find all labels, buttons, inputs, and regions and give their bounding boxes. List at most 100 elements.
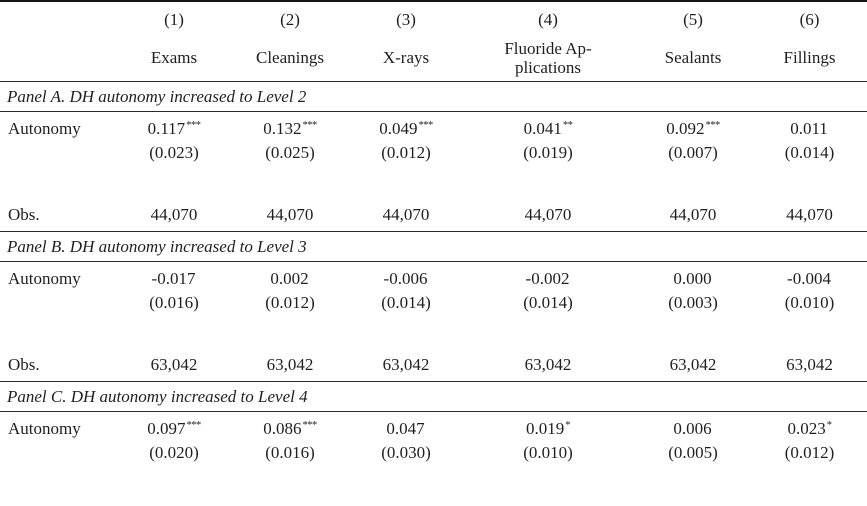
header-spacer	[0, 34, 118, 82]
coef-cell: -0.004	[787, 268, 831, 288]
panel-b-obs-row: Obs. 63,042 63,042 63,042 63,042 63,042 …	[0, 344, 867, 382]
coef-cell: -0.017	[151, 268, 196, 288]
panel-a-heading-row: Panel A. DH autonomy increased to Level …	[0, 81, 867, 112]
col-name-fillings: Fillings	[783, 48, 836, 67]
significance-stars: ***	[418, 119, 434, 131]
col-name-cleanings: Cleanings	[256, 48, 324, 67]
se-cell: (0.014)	[381, 293, 431, 312]
se-cell: (0.020)	[149, 443, 199, 462]
col-name-fluoride: Fluoride Ap-plications	[462, 34, 634, 82]
col-number-4: (4)	[538, 9, 558, 29]
row-label-autonomy: Autonomy	[8, 118, 81, 138]
se-cell: (0.003)	[668, 293, 718, 312]
obs-cell: 44,070	[382, 205, 430, 224]
panel-b-blank-row	[0, 320, 867, 344]
col-name-fluoride-line2: plications	[514, 57, 582, 77]
panel-a-blank-row	[0, 170, 867, 194]
row-label-autonomy: Autonomy	[8, 268, 81, 288]
coef-cell: 0.011	[790, 118, 828, 138]
col-number-2: (2)	[280, 9, 300, 29]
blank-cell	[0, 320, 867, 344]
header-name-row: Exams Cleanings X-rays Fluoride Ap-plica…	[0, 34, 867, 82]
se-cell: (0.012)	[265, 293, 315, 312]
panel-c-heading-row: Panel C. DH autonomy increased to Level …	[0, 381, 867, 412]
coef-cell: 0.086***	[263, 418, 318, 438]
panel-b-heading-row: Panel B. DH autonomy increased to Level …	[0, 231, 867, 262]
coef-cell: 0.047	[386, 418, 425, 438]
header-spacer	[0, 1, 118, 34]
obs-cell: 44,138	[230, 494, 350, 506]
col-number-3: (3)	[396, 9, 416, 29]
panel-c-se-row: (0.020) (0.016) (0.030) (0.010) (0.005) …	[0, 443, 867, 470]
significance-stars: ***	[705, 119, 721, 131]
coef-cell: -0.002	[525, 268, 570, 288]
obs-cell: 44,070	[150, 205, 198, 224]
se-cell: (0.014)	[523, 293, 573, 312]
coef-cell: 0.097***	[147, 418, 202, 438]
obs-cell: 44,138	[634, 494, 752, 506]
row-label-obs: Obs.	[0, 494, 118, 506]
se-spacer	[0, 293, 118, 320]
col-name-fluoride-line1: Fluoride Ap-	[504, 38, 592, 58]
significance-stars: ***	[302, 419, 318, 431]
obs-cell: 63,042	[524, 355, 572, 374]
significance-stars: ***	[302, 119, 318, 131]
panel-a-se-row: (0.023) (0.025) (0.012) (0.019) (0.007) …	[0, 143, 867, 170]
significance-stars: *	[826, 419, 832, 431]
se-cell: (0.010)	[784, 293, 835, 312]
coef-cell: 0.019*	[526, 418, 570, 438]
obs-cell: 63,042	[382, 355, 430, 374]
col-name-sealants: Sealants	[664, 48, 722, 67]
se-cell: (0.005)	[668, 443, 718, 462]
panel-a-obs-row: Obs. 44,070 44,070 44,070 44,070 44,070 …	[0, 194, 867, 232]
se-cell: (0.025)	[265, 143, 315, 162]
col-name-exams: Exams	[150, 48, 198, 67]
blank-cell	[0, 170, 867, 194]
coef-cell: 0.132***	[263, 118, 318, 138]
se-cell: (0.019)	[523, 143, 573, 162]
coef-cell: 0.092***	[666, 118, 721, 138]
se-cell: (0.007)	[668, 143, 718, 162]
se-cell: (0.012)	[381, 143, 431, 162]
row-label-obs: Obs.	[8, 355, 40, 374]
panel-c-obs-row: Obs. 44,138 44,138 44,138 44,138 44,138 …	[0, 494, 867, 506]
blank-cell	[0, 470, 867, 494]
panel-b-title: Panel B. DH autonomy increased to Level …	[0, 231, 867, 262]
obs-cell: 44,138	[350, 494, 462, 506]
significance-stars: **	[562, 119, 573, 131]
row-label-obs: Obs.	[8, 205, 40, 224]
coef-cell: 0.049***	[379, 118, 434, 138]
panel-c-title: Panel C. DH autonomy increased to Level …	[0, 381, 867, 412]
se-cell: (0.030)	[381, 443, 431, 462]
obs-cell: 63,042	[786, 355, 833, 374]
obs-cell: 44,070	[524, 205, 572, 224]
panel-a-coef-row: Autonomy 0.117*** 0.132*** 0.049*** 0.04…	[0, 112, 867, 144]
coef-cell: 0.000	[673, 268, 712, 288]
coef-cell: 0.006	[673, 418, 712, 438]
significance-stars: ***	[186, 119, 201, 131]
obs-cell: 44,138	[118, 494, 230, 506]
col-number-6: (6)	[799, 9, 820, 29]
obs-cell: 44,138	[752, 494, 867, 506]
panel-c-blank-row	[0, 470, 867, 494]
coef-cell: 0.023*	[787, 418, 832, 438]
se-cell: (0.023)	[149, 143, 199, 162]
significance-stars: ***	[186, 419, 202, 431]
coef-cell: 0.002	[270, 268, 309, 288]
header-number-row: (1) (2) (3) (4) (5) (6)	[0, 1, 867, 34]
se-spacer	[0, 143, 118, 170]
coef-cell: 0.117***	[147, 118, 201, 138]
coef-cell: 0.041**	[523, 118, 573, 138]
se-cell: (0.010)	[523, 443, 573, 462]
panel-c-coef-row: Autonomy 0.097*** 0.086*** 0.047 0.019* …	[0, 412, 867, 444]
se-cell: (0.016)	[149, 293, 199, 312]
row-label-autonomy: Autonomy	[8, 418, 81, 438]
panel-a-title: Panel A. DH autonomy increased to Level …	[0, 81, 867, 112]
se-cell: (0.016)	[265, 443, 315, 462]
col-name-xrays: X-rays	[382, 48, 430, 67]
panel-b-se-row: (0.016) (0.012) (0.014) (0.014) (0.003) …	[0, 293, 867, 320]
obs-cell: 63,042	[150, 355, 198, 374]
significance-stars: *	[565, 419, 570, 431]
